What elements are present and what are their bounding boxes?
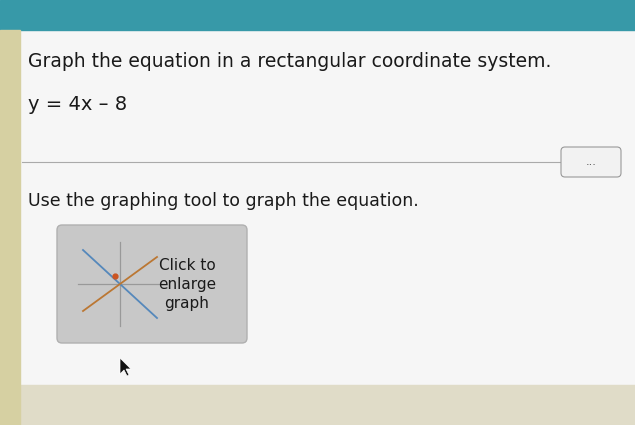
FancyBboxPatch shape xyxy=(561,147,621,177)
Text: Graph the equation in a rectangular coordinate system.: Graph the equation in a rectangular coor… xyxy=(28,52,551,71)
Text: ...: ... xyxy=(585,157,596,167)
Bar xyxy=(20,385,635,425)
Bar xyxy=(20,30,635,385)
Bar xyxy=(0,0,635,30)
Polygon shape xyxy=(120,358,131,376)
FancyBboxPatch shape xyxy=(57,225,247,343)
Text: enlarge: enlarge xyxy=(158,277,216,292)
Text: Click to: Click to xyxy=(159,258,215,273)
Text: graph: graph xyxy=(164,296,210,311)
Bar xyxy=(0,30,20,425)
Text: y = 4x – 8: y = 4x – 8 xyxy=(28,95,127,114)
Text: Use the graphing tool to graph the equation.: Use the graphing tool to graph the equat… xyxy=(28,192,418,210)
